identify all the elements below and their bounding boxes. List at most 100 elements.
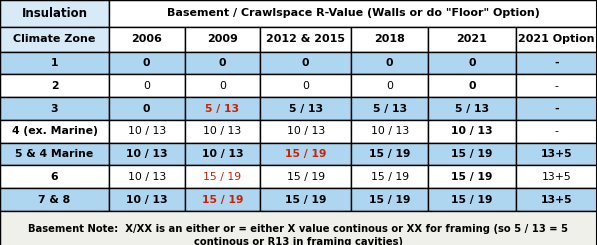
Text: -: - xyxy=(555,81,558,91)
Bar xyxy=(428,165,516,188)
Text: 0: 0 xyxy=(219,58,226,68)
Text: Basement Note:  X/XX is an either or = either X value continous or XX for framin: Basement Note: X/XX is an either or = ei… xyxy=(29,224,568,245)
Bar xyxy=(351,143,428,165)
Text: 2012 & 2015: 2012 & 2015 xyxy=(266,34,345,44)
Text: 3: 3 xyxy=(51,104,59,113)
Bar xyxy=(109,27,184,52)
Bar xyxy=(428,52,516,74)
Text: 1: 1 xyxy=(51,58,59,68)
Bar xyxy=(516,165,597,188)
Bar xyxy=(0,52,109,74)
Bar xyxy=(0,0,109,27)
Text: -: - xyxy=(554,104,559,113)
Text: 0: 0 xyxy=(468,81,476,91)
Bar xyxy=(109,120,184,143)
Text: -: - xyxy=(554,58,559,68)
Text: 10 / 13: 10 / 13 xyxy=(128,172,166,182)
Text: 0: 0 xyxy=(468,58,476,68)
Bar xyxy=(184,52,260,74)
Text: 5 / 13: 5 / 13 xyxy=(455,104,489,113)
Bar xyxy=(351,120,428,143)
Text: 5 & 4 Marine: 5 & 4 Marine xyxy=(16,149,94,159)
Bar xyxy=(184,143,260,165)
Bar xyxy=(109,97,184,120)
Bar xyxy=(516,120,597,143)
Text: 6: 6 xyxy=(51,172,59,182)
Text: 0: 0 xyxy=(219,81,226,91)
Text: 2021: 2021 xyxy=(457,34,487,44)
Bar xyxy=(260,165,351,188)
Bar xyxy=(260,74,351,97)
Text: 15 / 19: 15 / 19 xyxy=(202,195,243,205)
Bar xyxy=(0,143,109,165)
Bar xyxy=(260,52,351,74)
Bar xyxy=(0,74,109,97)
Text: 15 / 19: 15 / 19 xyxy=(285,149,327,159)
Text: 15 / 19: 15 / 19 xyxy=(451,172,493,182)
Bar xyxy=(351,27,428,52)
Bar xyxy=(351,97,428,120)
Bar xyxy=(351,188,428,211)
Text: 13+5: 13+5 xyxy=(541,149,573,159)
Text: 2018: 2018 xyxy=(374,34,405,44)
Text: 13+5: 13+5 xyxy=(541,172,571,182)
Bar xyxy=(184,165,260,188)
Text: Climate Zone: Climate Zone xyxy=(13,34,96,44)
Text: 15 / 19: 15 / 19 xyxy=(285,195,327,205)
Text: 10 / 13: 10 / 13 xyxy=(451,126,493,136)
Text: 10 / 13: 10 / 13 xyxy=(202,149,243,159)
Bar xyxy=(109,0,597,27)
Bar xyxy=(516,74,597,97)
Bar xyxy=(109,74,184,97)
Bar xyxy=(516,52,597,74)
Bar xyxy=(516,97,597,120)
Text: 0: 0 xyxy=(143,81,150,91)
Text: 7 & 8: 7 & 8 xyxy=(38,195,70,205)
Text: 10 / 13: 10 / 13 xyxy=(128,126,166,136)
Text: 15 / 19: 15 / 19 xyxy=(204,172,241,182)
Bar xyxy=(260,188,351,211)
Text: 15 / 19: 15 / 19 xyxy=(369,149,410,159)
Text: 15 / 19: 15 / 19 xyxy=(451,149,493,159)
Bar xyxy=(351,74,428,97)
Bar xyxy=(184,120,260,143)
Bar xyxy=(0,165,109,188)
Bar xyxy=(109,52,184,74)
Text: 4 (ex. Marine): 4 (ex. Marine) xyxy=(11,126,97,136)
Text: 0: 0 xyxy=(302,81,309,91)
Text: 15 / 19: 15 / 19 xyxy=(451,195,493,205)
Bar xyxy=(428,97,516,120)
Bar xyxy=(428,143,516,165)
Bar xyxy=(351,165,428,188)
Text: 0: 0 xyxy=(143,58,150,68)
Bar xyxy=(260,97,351,120)
Text: -: - xyxy=(555,126,558,136)
Bar xyxy=(0,97,109,120)
Text: 2: 2 xyxy=(51,81,59,91)
Bar xyxy=(260,143,351,165)
Text: 0: 0 xyxy=(386,58,393,68)
Bar xyxy=(351,52,428,74)
Text: 0: 0 xyxy=(386,81,393,91)
Text: 2009: 2009 xyxy=(207,34,238,44)
Bar xyxy=(428,188,516,211)
Bar xyxy=(260,120,351,143)
Text: 10 / 13: 10 / 13 xyxy=(126,195,168,205)
Text: 2021 Option: 2021 Option xyxy=(518,34,595,44)
Text: 15 / 19: 15 / 19 xyxy=(369,195,410,205)
Bar xyxy=(428,27,516,52)
Text: 15 / 19: 15 / 19 xyxy=(287,172,325,182)
Bar xyxy=(260,27,351,52)
Text: 15 / 19: 15 / 19 xyxy=(371,172,409,182)
Bar xyxy=(0,27,109,52)
Text: 10 / 13: 10 / 13 xyxy=(371,126,409,136)
Bar xyxy=(184,27,260,52)
Bar xyxy=(428,120,516,143)
Bar xyxy=(0,211,597,245)
Text: 5 / 13: 5 / 13 xyxy=(205,104,239,113)
Bar xyxy=(0,188,109,211)
Text: Basement / Crawlspace R-Value (Walls or do "Floor" Option): Basement / Crawlspace R-Value (Walls or … xyxy=(167,8,540,18)
Text: 5 / 13: 5 / 13 xyxy=(289,104,323,113)
Text: 10 / 13: 10 / 13 xyxy=(203,126,241,136)
Text: 10 / 13: 10 / 13 xyxy=(287,126,325,136)
